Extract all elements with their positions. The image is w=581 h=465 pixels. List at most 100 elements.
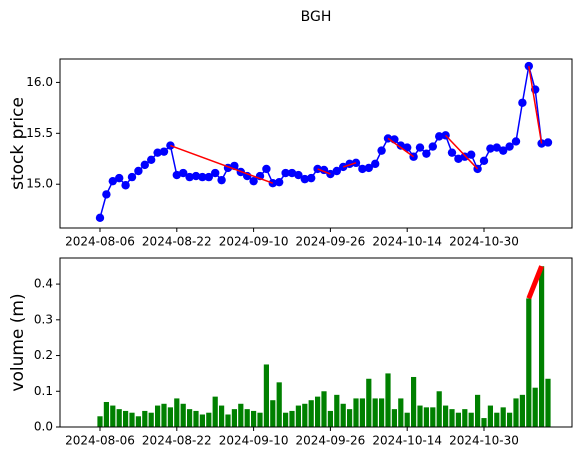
volume-bar bbox=[219, 405, 225, 427]
volume-bar bbox=[475, 394, 481, 427]
x-tick-label: 2024-10-14 bbox=[372, 434, 442, 448]
volume-bar bbox=[417, 405, 423, 427]
y-tick-label: 0.1 bbox=[34, 384, 53, 398]
volume-bar bbox=[167, 407, 173, 427]
volume-bar bbox=[455, 412, 461, 427]
volume-bar bbox=[423, 407, 429, 427]
volume-bar bbox=[238, 403, 244, 427]
volume-bar bbox=[244, 409, 250, 427]
volume-bar bbox=[468, 412, 474, 427]
price-marker bbox=[492, 143, 501, 152]
price-marker bbox=[249, 176, 258, 186]
volume-bar bbox=[116, 409, 122, 427]
highlight-segment bbox=[317, 168, 331, 175]
price-marker bbox=[460, 152, 469, 161]
volume-bar bbox=[289, 410, 295, 427]
volume-bar bbox=[187, 409, 193, 427]
volume-bar bbox=[270, 400, 276, 427]
volume-bar bbox=[500, 407, 506, 427]
price-marker bbox=[102, 190, 111, 199]
volume-bar bbox=[449, 409, 455, 427]
price-marker bbox=[403, 143, 412, 152]
x-tick-label: 2024-09-10 bbox=[219, 434, 289, 448]
volume-bar bbox=[347, 409, 353, 427]
volume-bar bbox=[379, 398, 385, 427]
price-marker bbox=[127, 172, 137, 182]
volume-bar bbox=[462, 409, 468, 427]
volume-bar bbox=[487, 405, 493, 427]
volume-bar bbox=[404, 412, 410, 427]
volume-bar bbox=[212, 396, 218, 427]
price-marker bbox=[447, 148, 457, 157]
price-marker bbox=[159, 147, 169, 156]
volume-bar bbox=[532, 387, 538, 427]
price-marker bbox=[134, 166, 143, 176]
x-tick-label: 2024-09-10 bbox=[219, 235, 289, 249]
volume-bar bbox=[135, 416, 141, 427]
price-marker bbox=[95, 213, 105, 223]
volume-bar bbox=[174, 398, 180, 427]
volume-bar bbox=[334, 394, 340, 427]
chart-title: BGH bbox=[301, 9, 332, 25]
volume-bar bbox=[391, 409, 397, 427]
volume-bar bbox=[161, 403, 167, 427]
price-marker bbox=[217, 175, 226, 185]
price-marker bbox=[281, 168, 290, 178]
price-marker bbox=[467, 150, 476, 159]
volume-bar bbox=[129, 412, 135, 427]
volume-bar bbox=[315, 396, 321, 427]
volume-bar bbox=[430, 407, 436, 427]
volume-bar bbox=[308, 400, 314, 427]
price-marker bbox=[287, 168, 297, 178]
price-marker bbox=[307, 173, 316, 183]
price-marker bbox=[211, 168, 220, 178]
volume-bar bbox=[283, 412, 289, 427]
price-marker bbox=[332, 166, 341, 176]
price-marker bbox=[115, 173, 124, 183]
price-marker bbox=[358, 164, 367, 174]
volume-bar bbox=[494, 412, 500, 427]
highlight-segment bbox=[528, 66, 543, 144]
price-marker bbox=[454, 154, 463, 163]
volume-bar bbox=[372, 398, 378, 427]
volume-bar bbox=[251, 410, 257, 427]
volume-bar bbox=[340, 403, 346, 427]
volume-bar bbox=[436, 391, 442, 427]
x-tick-label: 2024-09-26 bbox=[296, 434, 366, 448]
volume-bar bbox=[193, 410, 199, 427]
y-tick-label: 0.2 bbox=[34, 348, 53, 362]
volume-bar bbox=[225, 414, 231, 427]
price-marker bbox=[108, 176, 118, 186]
volume-bar bbox=[206, 412, 212, 427]
y-axis-label: volume (m) bbox=[8, 293, 28, 391]
price-marker bbox=[185, 172, 194, 182]
price-marker bbox=[435, 132, 444, 141]
x-tick-label: 2024-09-26 bbox=[296, 235, 366, 249]
price-marker bbox=[147, 155, 156, 164]
volume-bar bbox=[545, 378, 551, 427]
volume-bar bbox=[366, 378, 372, 427]
price-marker bbox=[415, 143, 425, 152]
plot-frame bbox=[59, 58, 573, 229]
price-marker bbox=[313, 164, 322, 174]
highlight-segment bbox=[445, 134, 479, 170]
volume-bar bbox=[199, 414, 205, 427]
price-marker bbox=[428, 142, 437, 151]
price-marker bbox=[505, 142, 514, 151]
plot-frame bbox=[59, 257, 573, 428]
volume-bar bbox=[295, 405, 301, 427]
price-marker bbox=[300, 174, 309, 184]
volume-bar bbox=[148, 412, 154, 427]
volume-bar bbox=[359, 398, 365, 427]
volume-bar bbox=[353, 398, 359, 427]
price-marker bbox=[479, 156, 489, 166]
volume-bar bbox=[231, 409, 237, 427]
volume-bar bbox=[519, 394, 525, 427]
volume-bar bbox=[263, 364, 269, 427]
price-marker bbox=[262, 164, 271, 174]
volume-bar bbox=[257, 412, 263, 427]
volume-bar bbox=[539, 266, 545, 427]
price-marker bbox=[371, 159, 380, 169]
price-marker bbox=[511, 137, 521, 146]
x-tick-label: 2024-10-14 bbox=[372, 235, 442, 249]
